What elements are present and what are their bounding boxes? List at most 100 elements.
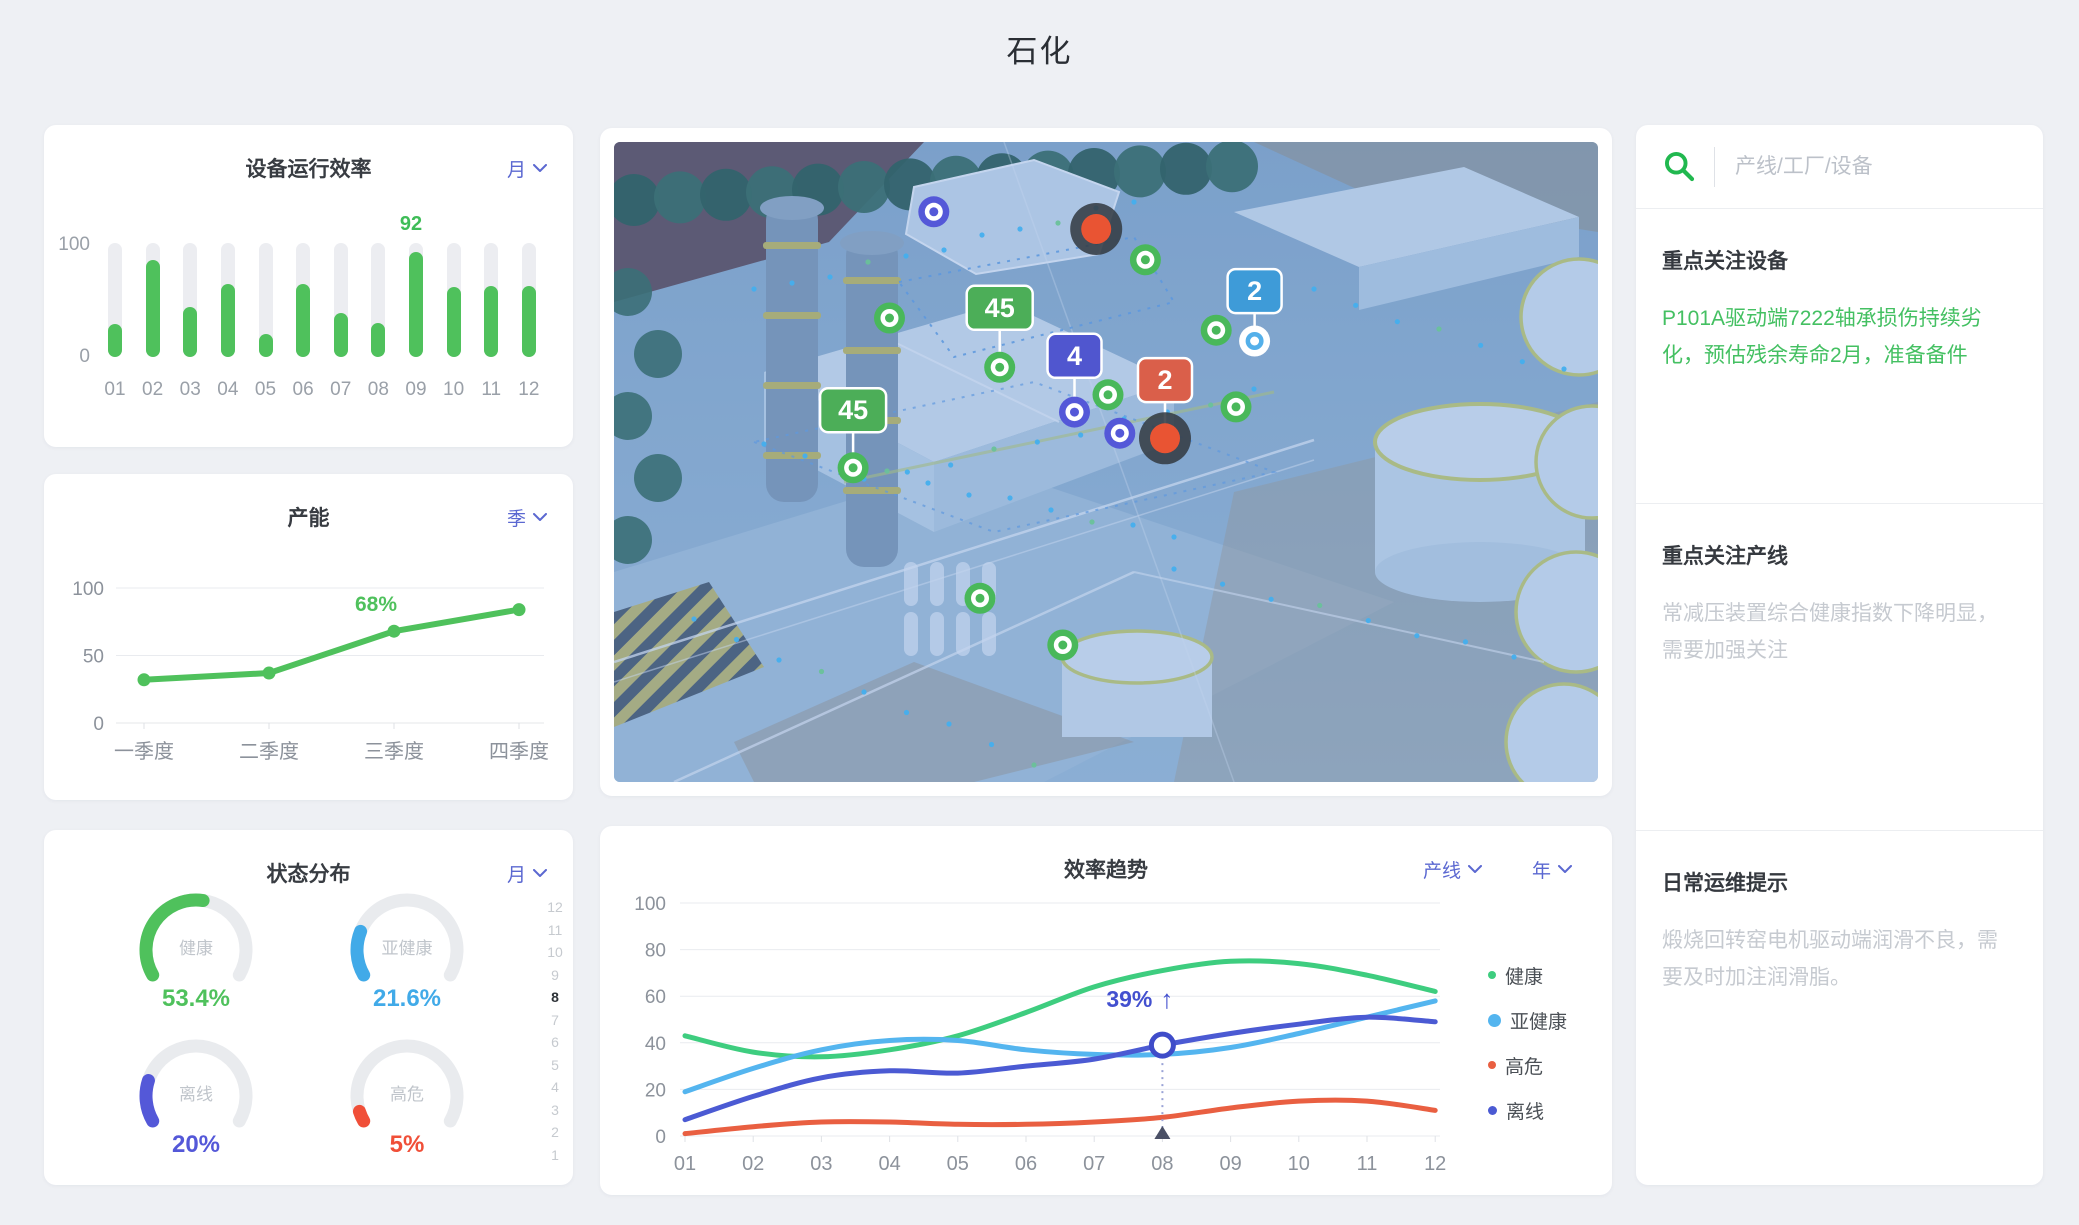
svg-text:08: 08	[1151, 1153, 1173, 1175]
month-scale-item[interactable]: 6	[551, 1034, 559, 1050]
month-scale-item[interactable]: 3	[551, 1101, 559, 1118]
trend-line-dropdown[interactable]: 产线	[1423, 856, 1482, 883]
gauge-value: 21.6%	[372, 985, 442, 1012]
alarm-marker[interactable]	[1070, 203, 1123, 255]
svg-text:↑: ↑	[1160, 984, 1173, 1014]
filter-label: 产线	[1422, 861, 1461, 882]
status-ring-marker[interactable]	[1220, 391, 1252, 423]
count-badge[interactable]: 45	[965, 284, 1034, 332]
status-ring-marker[interactable]	[1129, 244, 1161, 276]
legend-label: 亚健康	[1510, 1011, 1568, 1033]
month-scale-item[interactable]: 12	[547, 899, 563, 915]
svg-text:11: 11	[1357, 1153, 1378, 1175]
svg-text:45: 45	[838, 395, 868, 425]
status-period-dropdown[interactable]: 月	[507, 860, 547, 887]
month-scale-item[interactable]: 7	[551, 1011, 559, 1028]
status-distribution-title: 状态分布	[266, 863, 351, 886]
month-scale-item[interactable]: 1	[551, 1146, 559, 1163]
trend-year-dropdown[interactable]: 年	[1532, 856, 1572, 883]
legend-item-离线[interactable]: 离线	[1488, 1098, 1567, 1123]
bar-column	[363, 243, 393, 357]
svg-text:100: 100	[72, 579, 104, 600]
month-scale-item[interactable]: 4	[551, 1079, 559, 1095]
equipment-efficiency-title: 设备运行效率	[245, 158, 372, 181]
bar-column	[439, 243, 469, 357]
x-axis-label: 01	[104, 379, 126, 400]
efficiency-trend-panel: 效率趋势 产线 年 0 20 40 60 80 100 01 02 03 04 05 06 07 08 09…	[600, 826, 1612, 1195]
svg-text:06: 06	[1015, 1153, 1037, 1175]
status-ring-marker[interactable]	[874, 302, 905, 334]
focus-equipment-section: 重点关注设备 P101A驱动端7222轴承损伤持续劣化，预估残余寿命2月，准备备…	[1636, 209, 2043, 504]
x-axis-label: 03	[179, 379, 201, 400]
svg-text:三季度: 三季度	[364, 740, 424, 763]
status-ring-marker[interactable]	[918, 196, 950, 228]
svg-text:2: 2	[1247, 276, 1262, 306]
status-ring-marker[interactable]	[1200, 314, 1232, 346]
month-scale-item[interactable]: 9	[551, 966, 559, 983]
daily-ops-section: 日常运维提示 煅烧回转窑电机驱动端润滑不良，需要及时加注润滑脂。	[1636, 831, 2043, 997]
svg-text:12: 12	[1424, 1153, 1446, 1175]
status-ring-marker[interactable]	[1059, 396, 1090, 428]
svg-text:80: 80	[645, 941, 666, 962]
y-axis-min-label: 0	[79, 346, 90, 367]
capacity-period-dropdown[interactable]: 季	[507, 504, 547, 531]
svg-text:高危: 高危	[390, 1085, 424, 1104]
status-ring-marker[interactable]	[1239, 325, 1271, 357]
bar-column	[213, 243, 243, 357]
month-scale-item[interactable]: 11	[547, 921, 563, 938]
legend-item-健康[interactable]: 健康	[1488, 963, 1567, 988]
section-heading: 重点关注设备	[1662, 250, 1788, 273]
filter-label: 年	[1531, 861, 1551, 882]
bar-column	[476, 243, 506, 357]
svg-text:03: 03	[810, 1153, 832, 1175]
month-scale-item[interactable]: 2	[551, 1124, 559, 1140]
month-scale-item[interactable]: 8	[551, 989, 559, 1005]
search-icon	[1665, 151, 1695, 181]
svg-text:04: 04	[878, 1153, 900, 1175]
status-ring-marker[interactable]	[837, 452, 869, 484]
legend-label: 高危	[1505, 1056, 1544, 1078]
status-ring-marker[interactable]	[984, 351, 1016, 383]
status-ring-marker[interactable]	[964, 582, 996, 614]
status-distribution-panel: 状态分布 月 健康 53.4% 亚健康 21.6% 离线 20% 高危 5% 12 11 10 9 8…	[44, 830, 573, 1185]
legend-item-亚健康[interactable]: 亚健康	[1488, 1008, 1568, 1033]
section-heading: 重点关注产线	[1662, 545, 1788, 568]
page-title: 石化	[1006, 34, 1073, 69]
count-badge[interactable]: 4	[1046, 332, 1103, 380]
focus-equipment-text[interactable]: P101A驱动端7222轴承损伤持续劣化，预估残余寿命2月，准备备件	[1662, 307, 1982, 367]
bar-column	[138, 243, 168, 357]
bar-column	[100, 243, 130, 357]
search-input[interactable]	[1733, 153, 2017, 180]
svg-text:亚健康: 亚健康	[382, 939, 433, 958]
capacity-chart: 100 50 0 一季度 二季度 三季度 四季度 68%	[72, 579, 549, 763]
equipment-efficiency-chart	[100, 243, 544, 357]
svg-text:离线: 离线	[179, 1085, 213, 1104]
svg-text:健康: 健康	[179, 939, 213, 958]
svg-text:一季度: 一季度	[114, 740, 174, 763]
chevron-down-icon	[533, 164, 547, 172]
count-badge[interactable]: 45	[818, 386, 888, 434]
month-scale-item[interactable]: 10	[547, 944, 563, 960]
bar-column	[401, 243, 431, 357]
svg-text:4: 4	[1067, 341, 1082, 371]
legend-label: 健康	[1505, 966, 1544, 988]
status-ring-marker[interactable]	[1092, 379, 1124, 411]
gauge-value: 5%	[389, 1131, 425, 1158]
svg-text:07: 07	[1083, 1153, 1105, 1175]
alarm-marker[interactable]	[1139, 412, 1191, 465]
month-scale-item[interactable]: 5	[551, 1056, 559, 1073]
legend-dot	[1488, 1061, 1496, 1069]
count-badge[interactable]: 2	[1226, 267, 1283, 315]
trend-legend: 健康亚健康高危离线	[1488, 963, 1568, 1123]
equipment-efficiency-period-dropdown[interactable]: 月	[507, 155, 547, 182]
period-label: 月	[506, 160, 526, 181]
x-axis-label: 09	[405, 379, 427, 400]
status-ring-marker[interactable]	[1047, 629, 1079, 661]
plant-3d-view[interactable]: 45 45 4 2 2	[614, 142, 1598, 782]
svg-text:68%: 68%	[355, 593, 397, 616]
legend-item-高危[interactable]: 高危	[1488, 1053, 1567, 1078]
legend-dot	[1488, 1105, 1497, 1115]
status-ring-marker[interactable]	[1104, 417, 1136, 449]
count-badge[interactable]: 2	[1136, 356, 1194, 404]
search-bar[interactable]	[1636, 125, 2043, 209]
